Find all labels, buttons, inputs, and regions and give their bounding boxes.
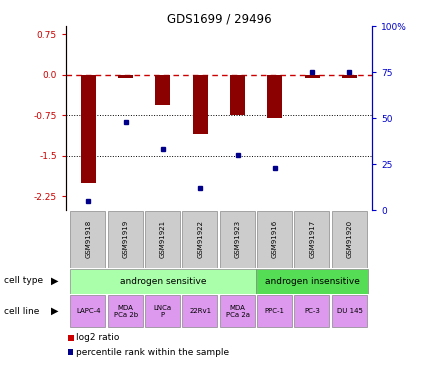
- Text: GSM91919: GSM91919: [122, 220, 129, 258]
- Bar: [294, 211, 329, 267]
- Text: LAPC-4: LAPC-4: [76, 308, 101, 314]
- Text: MDA
PCa 2b: MDA PCa 2b: [113, 305, 138, 318]
- Title: GDS1699 / 29496: GDS1699 / 29496: [167, 12, 271, 25]
- Bar: [257, 296, 292, 327]
- Text: androgen insensitive: androgen insensitive: [265, 277, 360, 286]
- Bar: [145, 211, 180, 267]
- Bar: [182, 296, 217, 327]
- Bar: [118, 75, 133, 78]
- Text: PC-3: PC-3: [304, 308, 320, 314]
- Bar: [267, 75, 282, 118]
- Bar: [156, 75, 170, 105]
- Text: log2 ratio: log2 ratio: [76, 333, 119, 342]
- Text: ▶: ▶: [51, 276, 58, 285]
- Bar: [256, 269, 368, 294]
- Text: GSM91916: GSM91916: [272, 220, 278, 258]
- Bar: [71, 296, 105, 327]
- Text: cell type: cell type: [4, 276, 43, 285]
- Text: 22Rv1: 22Rv1: [189, 308, 211, 314]
- Bar: [182, 211, 217, 267]
- Text: cell line: cell line: [4, 307, 40, 316]
- Bar: [193, 75, 208, 134]
- Text: MDA
PCa 2a: MDA PCa 2a: [226, 305, 249, 318]
- Text: GSM91920: GSM91920: [346, 220, 352, 258]
- Text: GSM91922: GSM91922: [197, 220, 203, 258]
- Text: GSM91917: GSM91917: [309, 220, 315, 258]
- Bar: [81, 75, 96, 183]
- Text: GSM91921: GSM91921: [160, 220, 166, 258]
- Text: LNCa
P: LNCa P: [154, 305, 172, 318]
- Bar: [70, 269, 256, 294]
- Bar: [332, 296, 367, 327]
- Text: DU 145: DU 145: [337, 308, 363, 314]
- Bar: [305, 75, 320, 78]
- Bar: [145, 296, 180, 327]
- Bar: [342, 75, 357, 78]
- Bar: [220, 296, 255, 327]
- Text: androgen sensitive: androgen sensitive: [120, 277, 206, 286]
- Bar: [257, 211, 292, 267]
- Text: PPC-1: PPC-1: [265, 308, 285, 314]
- Bar: [108, 296, 143, 327]
- Bar: [108, 211, 143, 267]
- Bar: [71, 211, 105, 267]
- Bar: [220, 211, 255, 267]
- Text: ▶: ▶: [51, 306, 58, 316]
- Text: percentile rank within the sample: percentile rank within the sample: [76, 348, 229, 357]
- Text: GSM91918: GSM91918: [85, 220, 91, 258]
- Bar: [332, 211, 367, 267]
- Text: GSM91923: GSM91923: [235, 220, 241, 258]
- Bar: [294, 296, 329, 327]
- Bar: [230, 75, 245, 116]
